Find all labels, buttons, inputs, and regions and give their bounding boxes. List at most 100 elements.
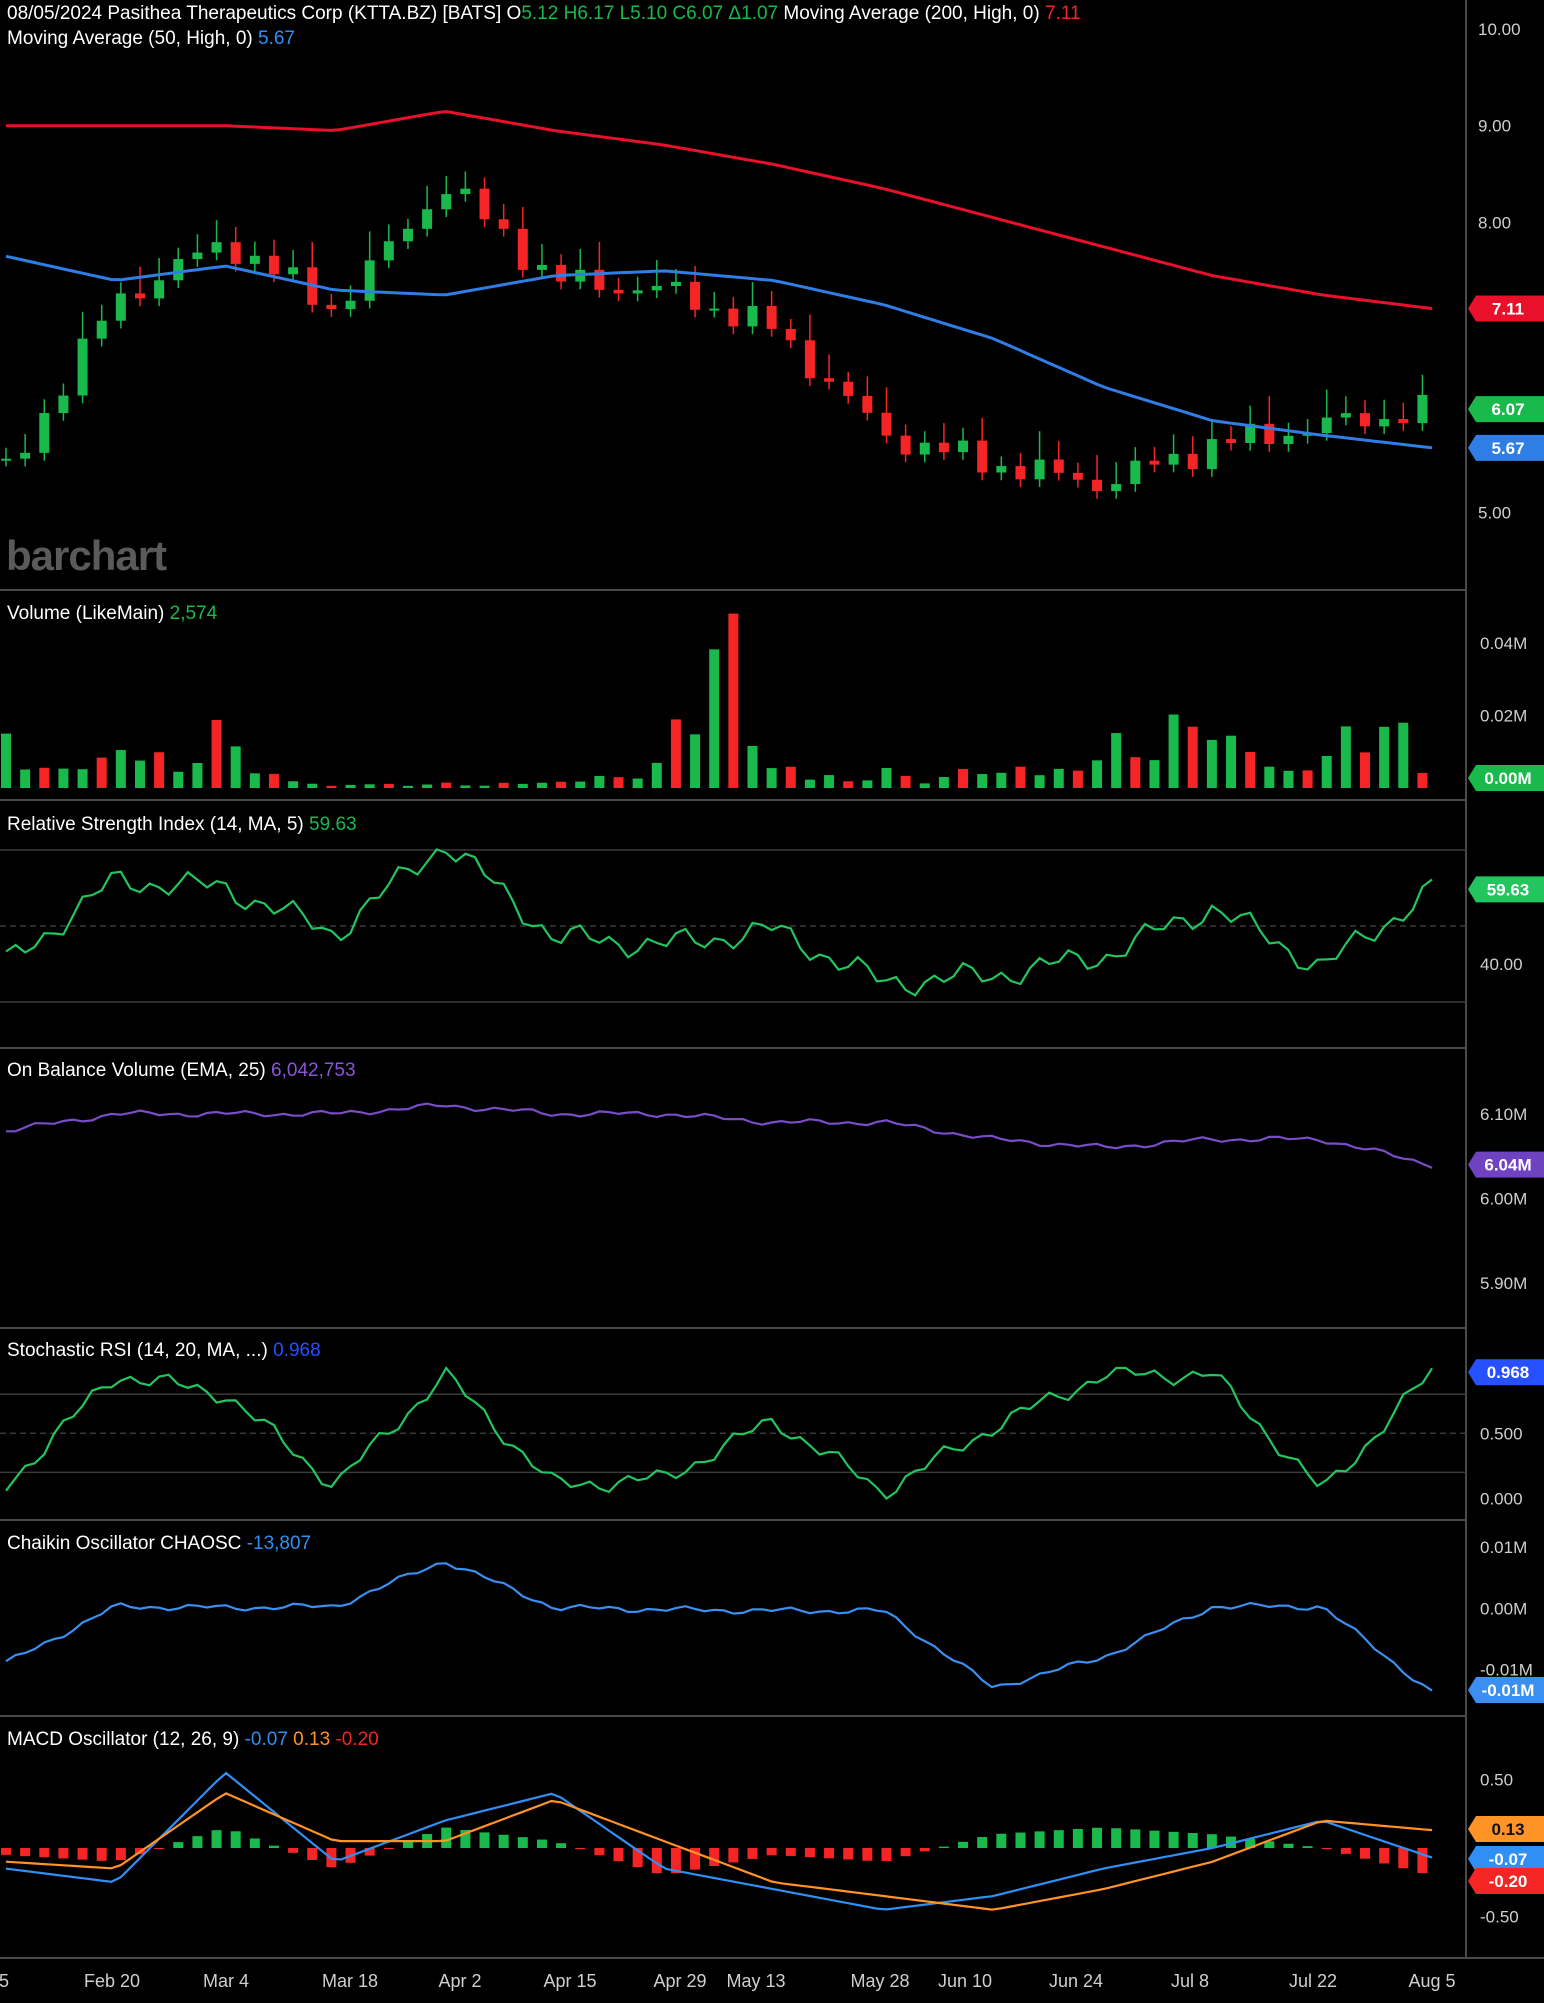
volume-bar	[1034, 775, 1045, 788]
macd-signal-badge: 0.13	[1468, 1816, 1544, 1842]
stoch-badge: 0.968	[1468, 1359, 1544, 1386]
candle-body	[1168, 453, 1179, 465]
volume-bar	[824, 775, 835, 788]
ma50-badge-shape	[1468, 434, 1544, 461]
macd-hist-bar	[364, 1848, 375, 1856]
volume-bar	[709, 649, 720, 788]
candle-body	[690, 281, 701, 310]
macd-hist-bar	[977, 1837, 988, 1848]
header-close: 6.07	[686, 3, 724, 24]
volume-bars	[1, 613, 1428, 788]
volume-bar	[1206, 739, 1217, 788]
volume-bar	[766, 768, 777, 788]
x-tick-label: Feb 20	[84, 1971, 140, 1991]
volume-bar	[1015, 766, 1026, 788]
macd-hist-bar	[460, 1829, 471, 1848]
macd-label: MACD Oscillator (12, 26, 9)	[7, 1729, 240, 1750]
macd-hist-bar	[77, 1848, 88, 1860]
macd-hist-bar	[58, 1848, 69, 1859]
macd-value-2: 0.13	[293, 1729, 331, 1750]
volume-bar	[1398, 722, 1409, 788]
candle-body	[134, 293, 145, 299]
x-tick-label: Mar 18	[322, 1971, 378, 1991]
close-badge-shape	[1468, 396, 1544, 423]
macd-hist-bar	[881, 1848, 892, 1861]
close-badge: 6.07	[1468, 396, 1544, 423]
chaikin-tick-label: -0.01M	[1480, 1660, 1533, 1679]
candle-body	[173, 259, 184, 281]
macd-hist-bar	[1149, 1830, 1160, 1848]
candle-body	[383, 241, 394, 261]
volume-header: Volume (LikeMain) 2,574	[7, 602, 217, 626]
x-tick-label: Jun 24	[1049, 1971, 1103, 1991]
candle-body	[1417, 394, 1428, 424]
candle-body	[1264, 423, 1275, 445]
volume-bar	[1264, 766, 1275, 788]
volume-bar	[115, 750, 126, 788]
obv-badge-text: 6.04M	[1484, 1156, 1531, 1175]
candle-body	[20, 452, 31, 459]
ma200-badge-text: 7.11	[1492, 300, 1524, 319]
macd-signal-badge-shape	[1468, 1816, 1544, 1842]
volume-bar	[1092, 760, 1103, 788]
x-tick-label: Apr 29	[653, 1971, 706, 1991]
macd-hist-bar	[919, 1848, 930, 1852]
volume-bar	[594, 775, 605, 788]
stoch-value: 0.968	[273, 1340, 321, 1361]
x-tick-label: Jul 8	[1171, 1971, 1209, 1991]
candle-body	[594, 269, 605, 290]
volume-bar	[154, 752, 165, 788]
rsi-tick-label: 40.00	[1480, 955, 1523, 974]
macd-hist-bar	[20, 1848, 31, 1857]
candle-body	[670, 281, 681, 287]
volume-bar	[843, 781, 854, 788]
volume-bar	[498, 782, 509, 788]
candle-body	[824, 378, 835, 382]
volume-bar	[881, 767, 892, 788]
macd-hist-bar	[479, 1832, 490, 1848]
candle-body	[268, 255, 279, 275]
macd-hist-bar	[958, 1841, 969, 1848]
chaikin-tick-label: 0.01M	[1480, 1538, 1527, 1557]
candle-body	[977, 440, 988, 473]
candle-body	[1321, 417, 1332, 434]
macd-signal-line	[5, 1792, 1433, 1911]
macd-badge-text: -0.07	[1489, 1850, 1528, 1869]
macd-hist-bar	[1360, 1848, 1371, 1859]
stoch-tick-label: 0.000	[1480, 1489, 1523, 1508]
macd-hist-bar	[211, 1830, 222, 1848]
price-tick-label: 10.00	[1478, 20, 1521, 39]
candle-body	[39, 413, 50, 453]
price-tick-label: 5.00	[1478, 504, 1511, 523]
macd-hist-bar	[173, 1842, 184, 1848]
obv-badge-shape	[1468, 1151, 1544, 1178]
rsi-badge-shape	[1468, 876, 1544, 903]
macd-hist-bar	[938, 1846, 949, 1848]
macd-hist-bar	[230, 1831, 241, 1848]
rsi-badge-text: 59.63	[1487, 880, 1530, 899]
obv-header: On Balance Volume (EMA, 25) 6,042,753	[7, 1059, 356, 1083]
volume-badge: 0.00M	[1468, 765, 1544, 791]
price-header: 08/05/2024 Pasithea Therapeutics Corp (K…	[7, 3, 1081, 24]
candle-body	[96, 320, 107, 339]
candle-body	[1187, 453, 1198, 470]
volume-bar	[613, 777, 624, 788]
volume-bar	[173, 771, 184, 788]
candle-body	[1130, 460, 1141, 485]
candle-body	[1034, 459, 1045, 480]
chaikin-label: Chaikin Oscillator CHAOSC	[7, 1533, 242, 1554]
volume-bar	[938, 777, 949, 788]
candle-body	[881, 412, 892, 436]
candle-body	[919, 442, 930, 455]
macd-hist-bar	[575, 1848, 586, 1850]
x-tick-label: Aug 5	[1408, 1971, 1455, 1991]
macd-hist-bar	[1206, 1834, 1217, 1848]
candle-body	[249, 255, 260, 264]
chaikin-line	[5, 1562, 1433, 1692]
candle-body	[1360, 413, 1371, 427]
ma200-badge-shape	[1468, 295, 1544, 322]
volume-bar	[39, 767, 50, 788]
macd-hist-bar	[268, 1845, 279, 1848]
candle-body	[77, 338, 88, 396]
candle-body	[58, 395, 69, 414]
